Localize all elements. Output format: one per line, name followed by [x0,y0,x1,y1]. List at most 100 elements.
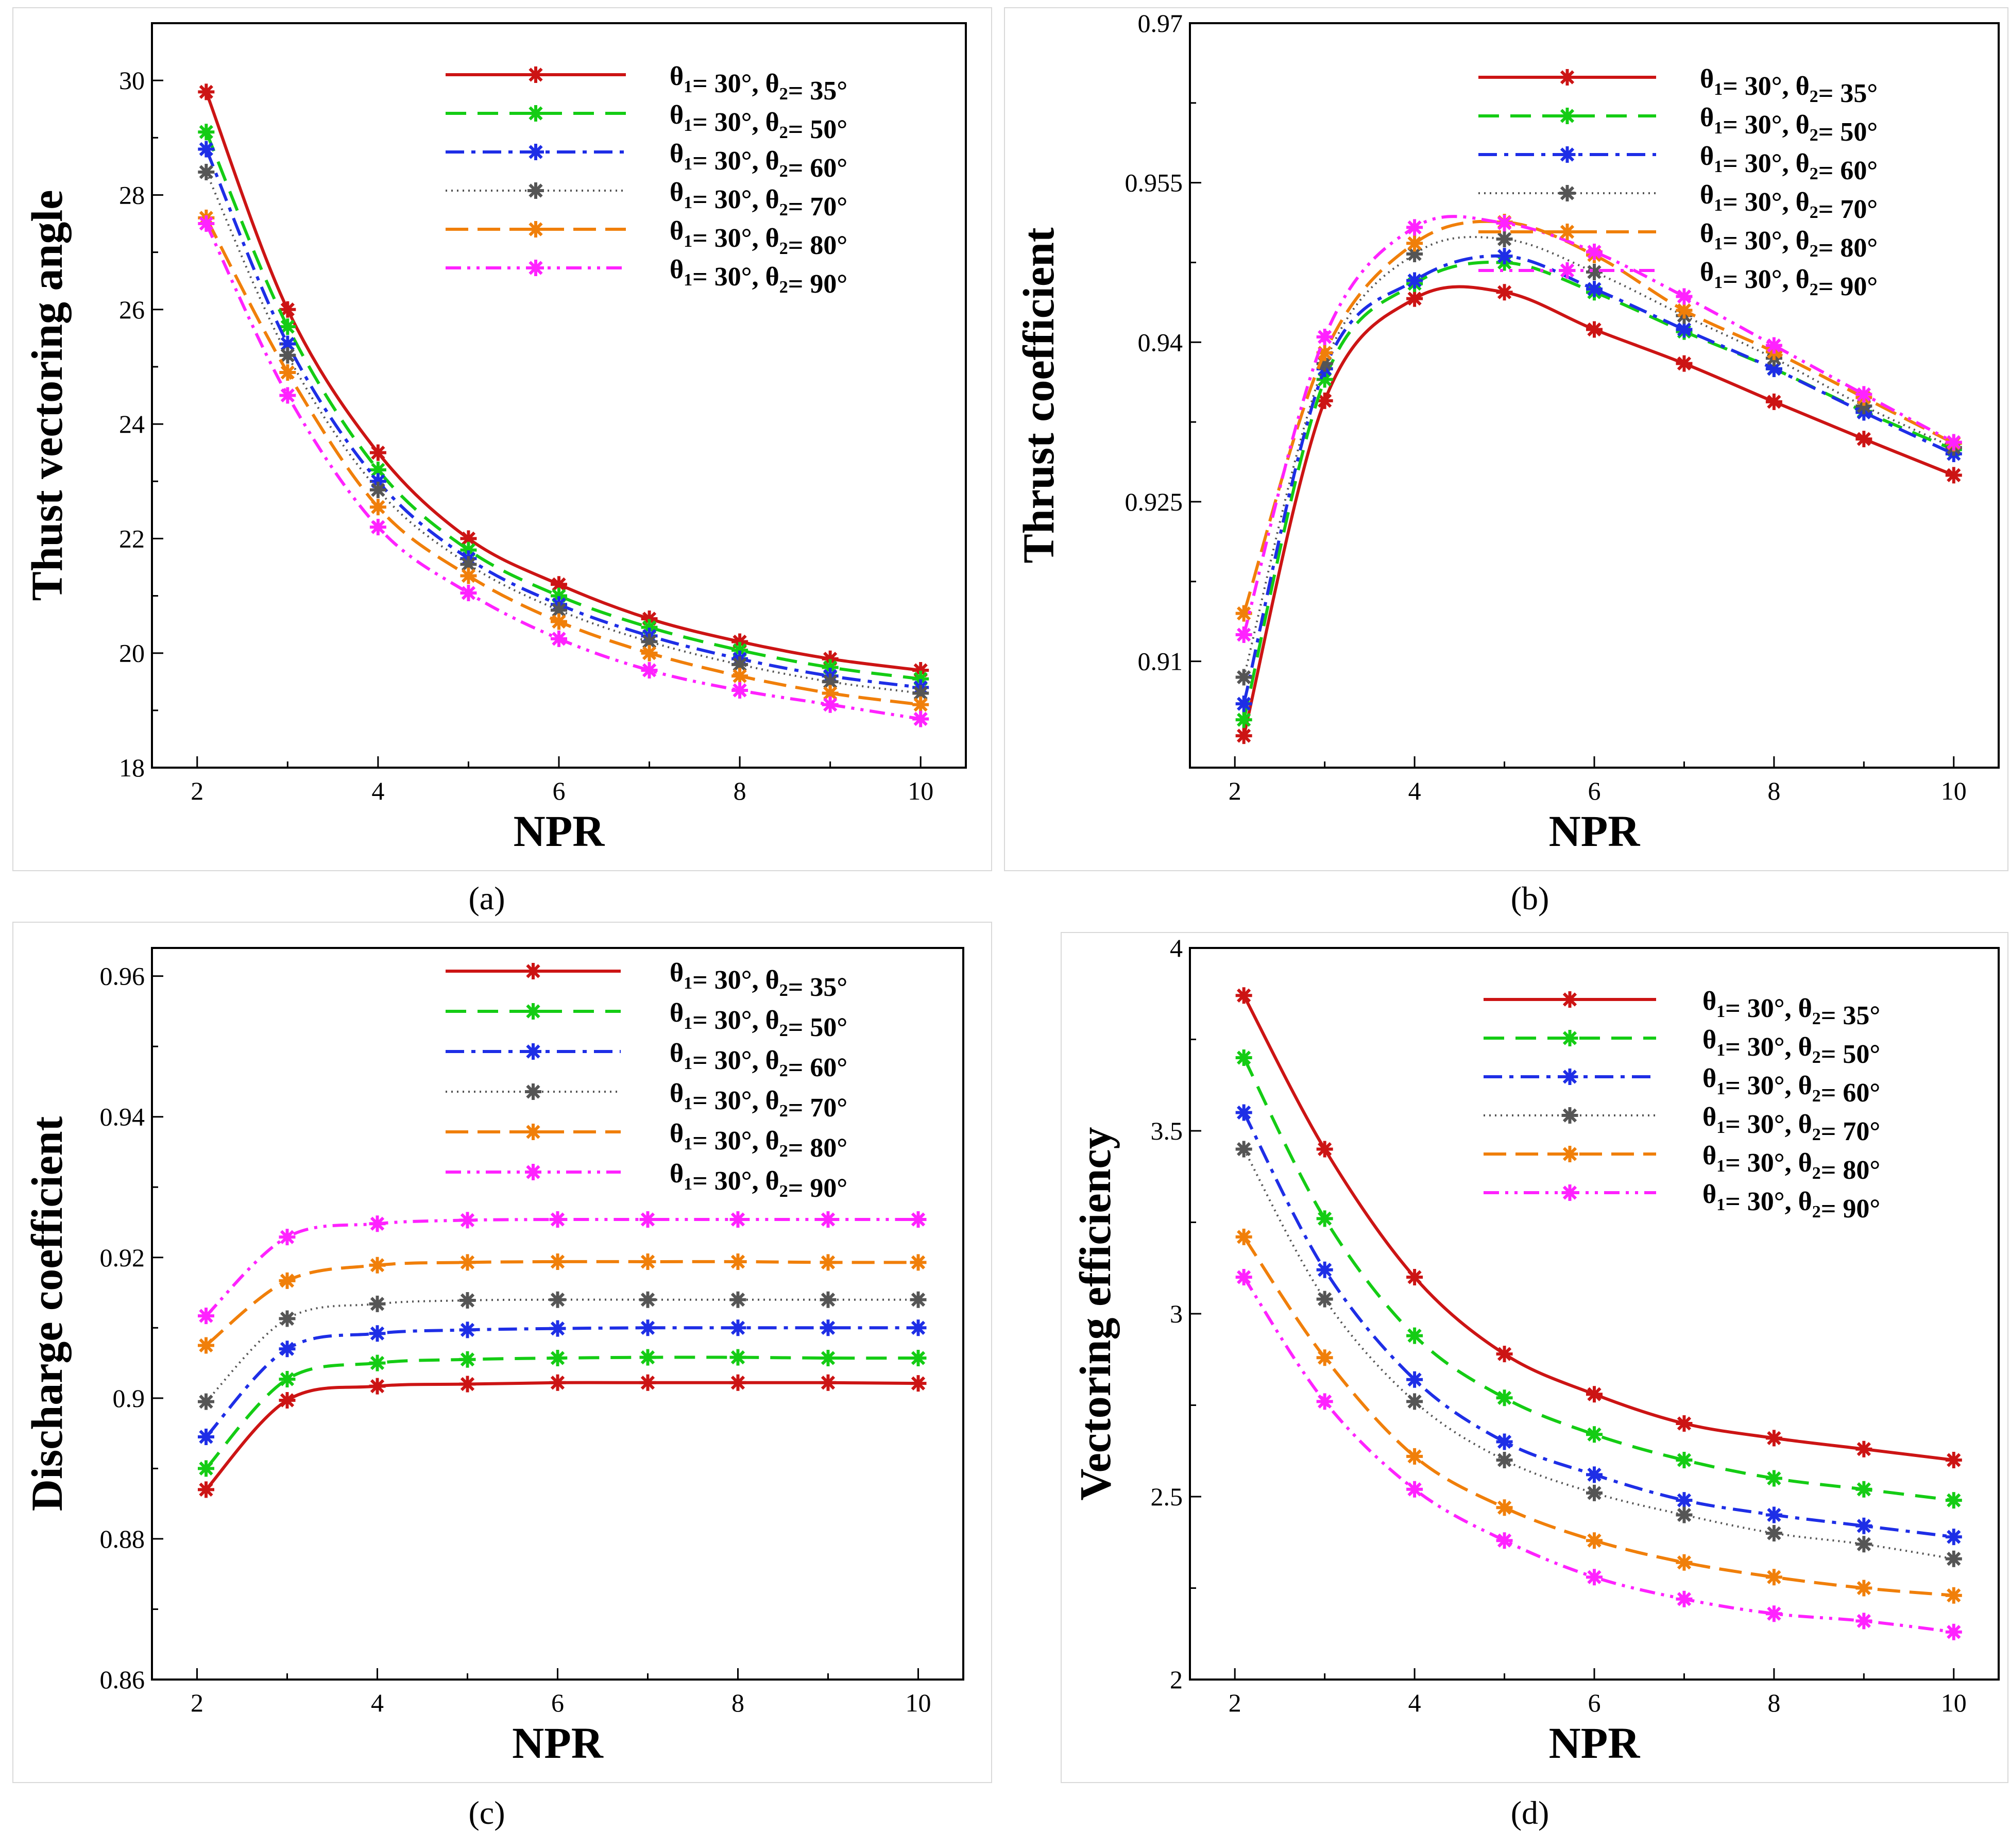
series-5-point [460,567,477,584]
legend-label-5: θ1= 30°, θ2= 80° [670,216,847,260]
series-line-4 [1242,235,1954,678]
series-4-point [641,633,658,650]
series-5-point [822,685,839,702]
series-5-point [369,1257,386,1274]
y-axis-label: Discharge coefficient [22,1116,72,1511]
series-1-point [1406,1269,1423,1285]
series-5-point [1235,1228,1252,1245]
legend-label-2: θ1= 30°, θ2= 50° [1702,1025,1880,1069]
series-6-point [1765,337,1782,354]
y-tick-label: 0.94 [1138,328,1183,357]
y-tick-label: 4 [1170,934,1183,962]
series-line-1 [1242,285,1954,736]
series-5-point [1676,302,1693,319]
series-3-point [279,335,296,352]
series-6-point [1235,1269,1252,1285]
series-2-point [731,642,748,659]
series-line-5 [205,217,921,706]
series-4-point [731,656,748,673]
series-6-point [1676,1590,1693,1607]
series-6-point [369,519,386,536]
series-3-point [1235,1104,1252,1121]
series-1-point [729,1374,746,1391]
x-tick-label: 2 [1229,776,1241,805]
series-2-point [1235,711,1252,728]
series-1-point [639,1374,656,1391]
series-1-point [1496,1346,1513,1363]
series-5-point [1586,1532,1603,1549]
x-tick-label: 4 [371,1688,384,1717]
series-4-point [1765,1525,1782,1541]
series-1-point [1945,1452,1962,1468]
x-tick-label: 4 [1408,776,1421,805]
series-2-point [820,1350,837,1367]
series-5-point [1945,1587,1962,1604]
series-1-point [731,633,748,650]
series-4-point [1945,1550,1962,1567]
series-1-point [1586,1386,1603,1403]
x-tick-label: 10 [1941,776,1967,805]
series-3-point [1496,1433,1513,1450]
series-1-point [369,444,386,461]
series-1-point [1676,355,1693,372]
series-1-point [1586,321,1603,338]
series-1-point [551,576,567,593]
series-5-point [639,1253,656,1270]
series-5-point [369,499,386,516]
series-2-point [1496,1389,1513,1406]
x-tick-label: 4 [371,776,384,805]
series-3-point [1496,248,1513,265]
series-3-point [1406,272,1423,289]
legend-marker-5 [527,221,544,238]
series-2-point [279,318,296,335]
series-3-point [820,1319,837,1336]
x-tick-label: 6 [1588,776,1601,805]
y-tick-label: 0.91 [1138,647,1183,676]
y-tick-label: 30 [119,66,145,95]
series-2-point [1676,1452,1693,1468]
series-line-3 [205,1326,918,1438]
series-3-point [1676,321,1693,338]
x-axis-label: NPR [514,806,605,856]
series-2-point [822,659,839,676]
series-3-point [1765,1506,1782,1523]
series-2-point [369,1354,386,1371]
legend-label-6: θ1= 30°, θ2= 90° [1702,1180,1880,1224]
series-2-point [641,619,658,636]
series-5-point [549,1253,566,1270]
y-tick-label: 3.5 [1151,1116,1183,1145]
series-4-point [1586,264,1603,281]
legend-label-1: θ1= 30°, θ2= 35° [670,958,847,1002]
y-tick-label: 24 [119,410,145,438]
series-6-point [1765,1605,1782,1622]
x-tick-label: 6 [1588,1688,1601,1717]
x-axis-label: NPR [1549,1718,1641,1768]
series-1-point [1316,1141,1333,1158]
series-3-point [369,1325,386,1342]
y-tick-label: 2.5 [1151,1482,1183,1511]
y-tick-label: 0.955 [1125,168,1183,197]
series-line-4 [205,1298,918,1403]
legend-label-4: θ1= 30°, θ2= 70° [1700,180,1878,224]
y-tick-label: 0.96 [100,962,145,991]
legend-marker-4 [527,182,544,199]
series-4-point [1406,245,1423,262]
y-tick-label: 20 [119,639,145,668]
series-3-point [639,1319,656,1336]
series-1-point [822,650,839,667]
x-tick-label: 4 [1408,1688,1421,1717]
legend-label-3: θ1= 30°, θ2= 60° [670,1039,847,1082]
series-3-point [1765,360,1782,377]
series-1-point [549,1374,566,1391]
series-6-point [1406,219,1423,236]
series-3-point [1945,1529,1962,1546]
legend-marker-2 [1561,1030,1578,1046]
series-3-point [1676,1492,1693,1509]
legend-marker-1 [527,66,544,83]
series-4-point [1855,1536,1872,1553]
series-4-point [1235,1141,1252,1158]
series-1-point [1855,431,1872,448]
legend-marker-1 [525,963,541,979]
panel-border [12,7,992,871]
